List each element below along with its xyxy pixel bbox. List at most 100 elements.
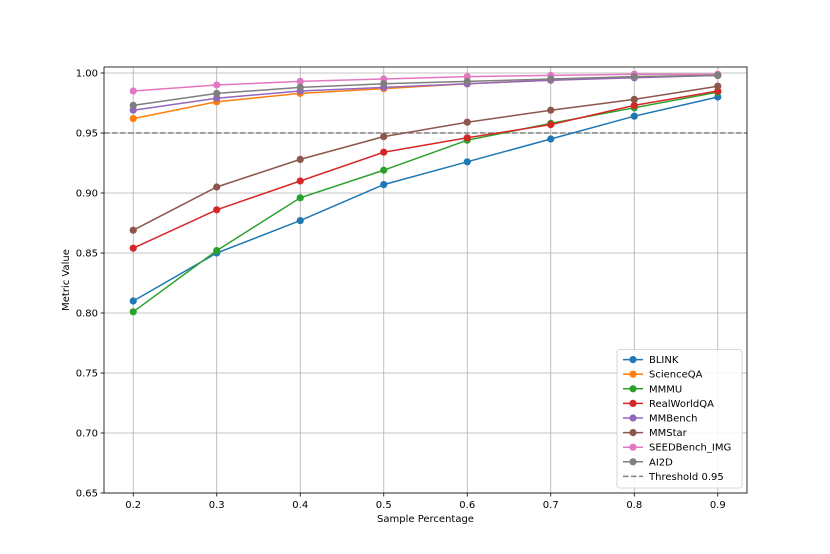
legend-label: RealWorldQA	[649, 399, 714, 410]
legend-item: ScienceQA	[623, 370, 703, 381]
data-point	[380, 166, 388, 174]
legend-marker	[629, 458, 637, 466]
data-point	[129, 244, 137, 252]
legend-label: MMStar	[649, 428, 688, 439]
data-point	[714, 82, 722, 90]
data-point	[296, 77, 304, 85]
data-point	[714, 71, 722, 79]
series-line	[132, 85, 718, 231]
y-axis-label: Metric Value	[61, 249, 72, 311]
plot-frame	[103, 66, 748, 494]
data-point	[463, 118, 471, 126]
legend-item: MMBench	[623, 414, 697, 425]
data-point	[296, 177, 304, 185]
data-point	[547, 135, 555, 143]
data-point	[547, 75, 555, 83]
y-tick-label: 0.85	[76, 249, 98, 260]
data-point	[129, 297, 137, 305]
x-tick-label: 0.3	[209, 500, 225, 511]
data-point	[463, 158, 471, 166]
legend-marker	[629, 443, 637, 451]
x-axis-label: Sample Percentage	[377, 514, 474, 525]
legend-label: BLINK	[649, 355, 679, 366]
data-point	[129, 308, 137, 316]
series-line	[133, 74, 718, 107]
series-line	[132, 90, 718, 249]
data-point	[129, 87, 137, 95]
series-blink	[129, 93, 722, 305]
legend-item: AI2D	[623, 457, 673, 468]
data-point	[296, 83, 304, 91]
legend-marker	[629, 385, 637, 393]
series-line	[132, 96, 718, 302]
data-point	[463, 77, 471, 85]
series-mmmu	[129, 88, 722, 316]
x-axis: 0.2 0.3 0.4 0.5 0.6 0.7 0.8 0.9	[125, 493, 726, 511]
data-point	[547, 106, 555, 114]
x-tick-label: 0.5	[376, 500, 392, 511]
y-tick-label: 0.65	[76, 489, 98, 500]
data-point	[129, 226, 137, 234]
legend: BLINK ScienceQA MMMU RealWorldQA MMBench MMSt…	[616, 349, 743, 489]
x-tick-label: 0.4	[292, 500, 308, 511]
data-point	[129, 101, 137, 109]
y-tick-label: 0.80	[76, 309, 98, 320]
legend-item-threshold: Threshold 0.95	[623, 472, 724, 483]
legend-marker	[629, 356, 637, 364]
x-tick-label: 0.6	[459, 500, 475, 511]
legend-item: MMMU	[623, 384, 682, 395]
legend-box	[616, 349, 743, 489]
x-tick-label: 0.2	[125, 500, 141, 511]
y-tick-label: 0.90	[76, 189, 98, 200]
y-tick-label: 0.75	[76, 369, 98, 380]
data-point	[129, 115, 137, 123]
data-point	[380, 148, 388, 156]
legend-label: ScienceQA	[649, 370, 703, 381]
series-line	[133, 74, 718, 111]
y-axis: 0.65 0.70 0.75 0.80 0.85 0.90 0.95 1.00	[76, 69, 104, 500]
data-point	[380, 80, 388, 88]
data-point	[296, 194, 304, 202]
y-tick-label: 0.70	[76, 429, 98, 440]
data-point	[213, 247, 221, 255]
series-ai2d	[129, 71, 722, 109]
series-line	[133, 73, 718, 92]
series-mmstar	[129, 82, 722, 234]
y-tick-label: 1.00	[76, 69, 98, 80]
legend-label: MMMU	[649, 384, 682, 395]
data-point	[213, 183, 221, 191]
series-realworldqa	[129, 87, 722, 252]
data-point	[547, 121, 555, 129]
data-point	[630, 95, 638, 103]
legend-label: MMBench	[649, 414, 697, 425]
data-point	[630, 73, 638, 81]
data-point	[630, 101, 638, 109]
legend-item: MMStar	[623, 428, 688, 439]
data-point	[380, 181, 388, 189]
x-tick-label: 0.9	[710, 500, 726, 511]
y-tick-label: 0.95	[76, 129, 98, 140]
legend-label: Threshold 0.95	[648, 472, 724, 483]
series-layer	[129, 70, 722, 316]
data-point	[630, 112, 638, 120]
data-point	[296, 155, 304, 163]
x-tick-label: 0.8	[626, 500, 642, 511]
legend-label: SEEDBench_IMG	[649, 443, 731, 454]
data-point	[213, 81, 221, 89]
data-point	[213, 89, 221, 97]
data-point	[463, 134, 471, 142]
series-line	[132, 91, 718, 313]
legend-label: AI2D	[649, 457, 673, 468]
x-tick-label: 0.7	[543, 500, 559, 511]
data-point	[296, 217, 304, 225]
legend-item: RealWorldQA	[623, 399, 714, 410]
legend-item: BLINK	[623, 355, 679, 366]
data-point	[380, 133, 388, 141]
legend-marker	[629, 399, 637, 407]
legend-marker	[629, 414, 637, 422]
legend-marker	[629, 370, 637, 378]
legend-item: SEEDBench_IMG	[623, 443, 731, 454]
legend-marker	[629, 429, 637, 437]
